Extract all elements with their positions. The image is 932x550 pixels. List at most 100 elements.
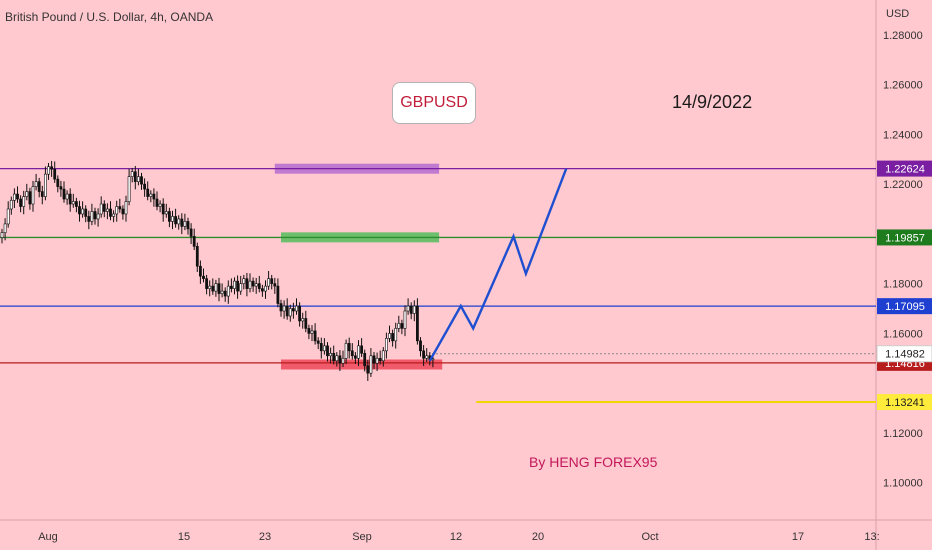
- candle-body: [102, 203, 106, 212]
- candle-body: [6, 208, 10, 225]
- candle-body: [335, 355, 339, 362]
- candle-body: [71, 201, 75, 205]
- candle-body: [388, 333, 391, 339]
- candle-body: [183, 221, 187, 227]
- candle-body: [267, 278, 271, 287]
- candle-body: [115, 206, 119, 215]
- candle-body: [270, 278, 274, 284]
- candle-body: [109, 208, 112, 217]
- candle-body: [211, 285, 215, 292]
- candle-body: [195, 246, 199, 267]
- candle-body: [254, 283, 258, 287]
- candle-body: [31, 186, 35, 205]
- candle-body: [34, 181, 38, 187]
- candle-body: [422, 350, 426, 359]
- candle-body: [316, 340, 320, 344]
- candle-body: [171, 216, 174, 222]
- candle-body: [406, 305, 410, 312]
- candle-body: [93, 211, 97, 220]
- candle-body: [344, 343, 348, 359]
- candle-body: [47, 166, 50, 175]
- price-tick-label: 1.10000: [883, 478, 923, 490]
- candle-body: [282, 305, 286, 312]
- projection-path: [428, 168, 568, 362]
- candle-body: [276, 285, 280, 304]
- candle-body: [158, 203, 162, 207]
- time-tick-label: 12: [450, 531, 462, 543]
- last-price-label: 1.14982: [885, 349, 925, 361]
- candle-body: [25, 191, 29, 197]
- candle-body: [322, 345, 326, 352]
- candle-body: [155, 198, 159, 207]
- candle-body: [298, 305, 302, 322]
- candle-body: [366, 365, 370, 374]
- candle-body: [360, 345, 364, 354]
- candle-body: [50, 166, 54, 170]
- price-tick-label: 1.16000: [883, 328, 923, 340]
- candle-body: [96, 213, 100, 220]
- candle-body: [214, 283, 218, 292]
- candle-body: [9, 199, 13, 210]
- candle-body: [425, 355, 429, 359]
- candle-body: [22, 196, 26, 207]
- level-price-label: 1.19857: [885, 232, 925, 244]
- candle-body: [220, 290, 224, 294]
- time-tick-label: Sep: [352, 531, 372, 543]
- candle-body: [378, 357, 382, 362]
- price-tick-label: 1.18000: [883, 279, 923, 291]
- candle-body: [127, 176, 131, 202]
- candle-body: [307, 328, 311, 334]
- candle-body: [28, 191, 32, 205]
- candle-body: [65, 193, 69, 200]
- candle-body: [264, 285, 267, 292]
- candle-body: [257, 283, 261, 289]
- candle-body: [140, 176, 143, 185]
- candle-body: [130, 171, 134, 177]
- candle-body: [133, 171, 137, 182]
- candle-body: [16, 193, 19, 200]
- candle-body: [291, 308, 295, 312]
- candle-body: [146, 188, 150, 197]
- price-tick-label: 1.26000: [883, 80, 923, 92]
- candle-body: [168, 211, 171, 222]
- level-price-tag: [877, 298, 932, 315]
- candle-body: [236, 280, 240, 292]
- candle-body: [350, 350, 354, 357]
- price-tick-label: 1.22000: [883, 179, 923, 191]
- level-price-tag: [877, 229, 932, 246]
- candle-body: [394, 328, 398, 342]
- candle-body: [230, 285, 233, 289]
- level-price-label: 1.13241: [885, 397, 925, 409]
- candle-body: [239, 283, 243, 292]
- candle-body: [285, 305, 289, 317]
- candle-body: [357, 345, 360, 359]
- candle-body: [189, 228, 193, 237]
- candle-body: [400, 323, 404, 329]
- candle-body: [0, 232, 4, 238]
- candle-body: [409, 305, 413, 314]
- candle-body: [332, 353, 336, 362]
- level-price-label: 1.22624: [885, 164, 925, 176]
- candle-body: [75, 201, 78, 207]
- candle-body: [397, 323, 401, 329]
- time-tick-label: Oct: [641, 531, 658, 543]
- candle-body: [295, 305, 298, 312]
- candle-body: [273, 283, 277, 287]
- candle-body: [199, 265, 202, 277]
- candle-body: [384, 338, 388, 352]
- level-price-label: 1.17095: [885, 301, 925, 313]
- last-price-tag: [876, 345, 932, 363]
- candle-body: [121, 208, 125, 215]
- candle-body: [84, 208, 88, 217]
- candle-body: [68, 193, 72, 205]
- candle-body: [62, 188, 66, 200]
- candle-body: [112, 213, 116, 217]
- candle-body: [152, 193, 156, 200]
- candle-body: [248, 280, 252, 289]
- candle-body: [205, 278, 209, 289]
- time-tick-label: 15: [178, 531, 190, 543]
- candle-body: [19, 198, 23, 207]
- candle-body: [375, 357, 379, 364]
